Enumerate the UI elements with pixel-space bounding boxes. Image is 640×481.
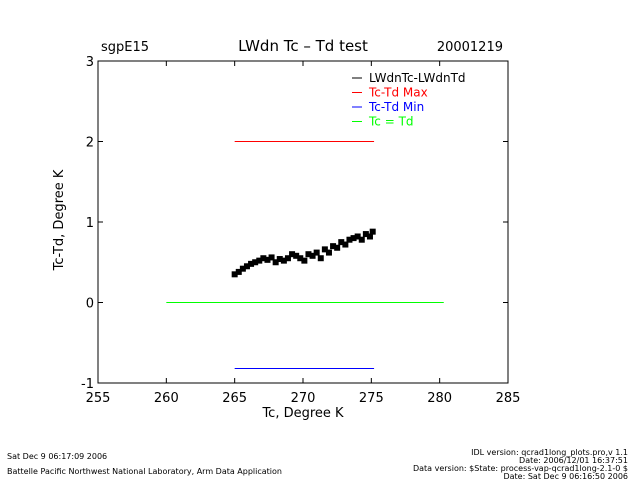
- chart-title: LWdn Tc – Td test: [238, 37, 368, 55]
- footer-left-timestamp: Sat Dec 9 06:17:09 2006: [7, 452, 108, 461]
- x-tick-label: 255: [86, 391, 111, 406]
- data-point: [284, 255, 291, 262]
- y-ticks: -1 0 1 2 3: [81, 55, 508, 392]
- x-tick-label: 280: [427, 391, 452, 406]
- x-tick-label: 265: [222, 391, 247, 406]
- data-point: [354, 233, 361, 240]
- data-point: [280, 257, 287, 264]
- footer-left-organization: Battelle Pacific Northwest National Labo…: [7, 467, 282, 476]
- data-point: [330, 243, 337, 250]
- data-point: [334, 244, 341, 251]
- data-point: [346, 236, 353, 243]
- data-point: [248, 260, 255, 267]
- data-point: [309, 252, 316, 259]
- x-tick-label: 260: [154, 391, 179, 406]
- y-axis-label: Tc-Td, Degree K: [52, 169, 67, 271]
- data-point: [289, 251, 296, 258]
- data-point: [362, 231, 369, 238]
- data-point: [366, 233, 373, 240]
- plot-series: [166, 141, 444, 370]
- data-point: [264, 256, 271, 263]
- data-point: [358, 236, 365, 243]
- data-point: [313, 249, 320, 256]
- data-point: [276, 256, 283, 263]
- plot-frame: [97, 60, 509, 384]
- y-tick-label: -1: [81, 377, 94, 392]
- site-label: sgpE15: [101, 40, 149, 55]
- x-tick-label: 285: [496, 391, 521, 406]
- data-point: [297, 255, 304, 262]
- y-tick-label: 1: [86, 216, 94, 231]
- data-point: [268, 254, 275, 261]
- data-point: [293, 252, 300, 259]
- x-tick-label: 270: [291, 391, 316, 406]
- data-point: [342, 241, 349, 248]
- legend-label: LWdnTc-LWdnTd: [369, 71, 466, 85]
- y-tick-label: 3: [86, 55, 94, 70]
- legend-label: Tc-Td Max: [368, 86, 428, 100]
- data-point: [325, 249, 332, 256]
- x-axis-label: Tc, Degree K: [261, 406, 344, 421]
- data-point: [243, 263, 250, 270]
- y-tick-label: 2: [86, 136, 94, 151]
- footer-right-data-date: Date: Sat Dec 9 06:16:50 2006: [503, 472, 628, 481]
- data-point: [305, 251, 312, 258]
- footer-right-idl-version: IDL version: qcrad1long_plots.pro,v 1.1: [471, 448, 628, 457]
- data-point: [338, 239, 345, 246]
- data-point: [272, 259, 279, 266]
- data-point: [301, 257, 308, 264]
- data-point: [235, 268, 242, 275]
- data-point: [317, 255, 324, 262]
- data-point: [252, 259, 259, 266]
- legend-label: Tc = Td: [368, 115, 414, 129]
- footer-right-idl-date: Date: 2006/12/01 16:37:51: [519, 456, 628, 465]
- data-point: [260, 255, 267, 262]
- data-point: [239, 265, 246, 272]
- footer-right-data-version: Data version: $State: process-vap-qcrad1…: [412, 464, 628, 473]
- x-ticks: 255 260 265 270 275 280 285: [86, 61, 521, 406]
- date-label: 20001219: [437, 40, 503, 55]
- axes: [97, 60, 509, 384]
- data-point: [369, 228, 376, 235]
- data-point: [231, 271, 238, 278]
- legend-label: Tc-Td Min: [368, 100, 424, 114]
- y-tick-label: 0: [86, 297, 94, 312]
- data-point: [350, 235, 357, 242]
- data-point: [321, 246, 328, 253]
- x-tick-label: 275: [359, 391, 384, 406]
- data-point: [256, 257, 263, 264]
